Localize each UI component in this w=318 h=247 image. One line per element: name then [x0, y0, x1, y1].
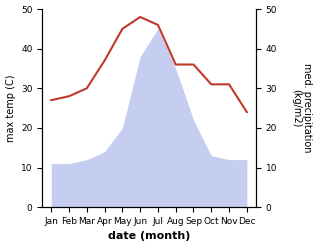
- Y-axis label: med. precipitation
(kg/m2): med. precipitation (kg/m2): [291, 63, 313, 153]
- Y-axis label: max temp (C): max temp (C): [5, 74, 16, 142]
- X-axis label: date (month): date (month): [108, 231, 190, 242]
